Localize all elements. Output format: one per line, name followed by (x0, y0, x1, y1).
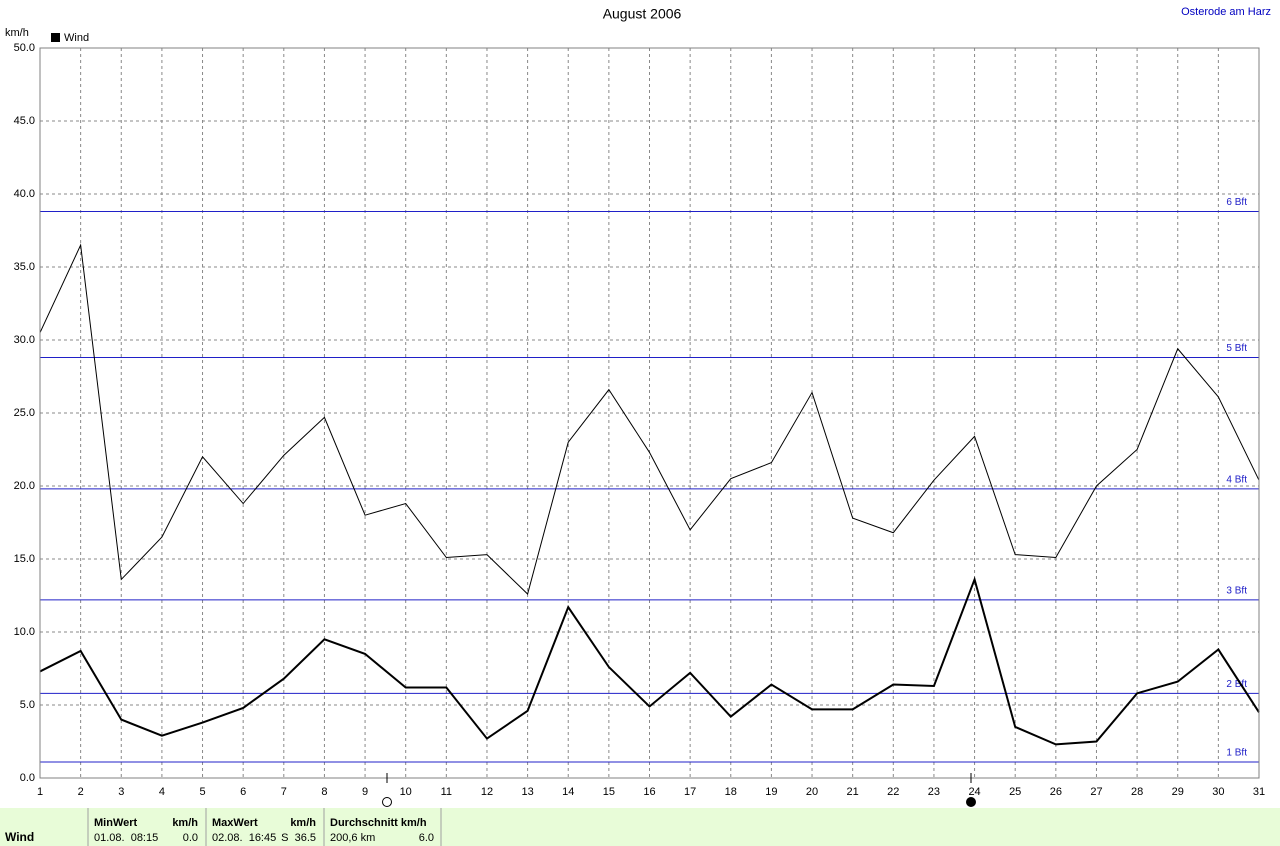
x-tick-label: 16 (643, 786, 655, 798)
stats-value: 6.0 (419, 832, 434, 844)
x-tick-label: 5 (199, 786, 205, 798)
x-tick-label: 13 (521, 786, 533, 798)
stats-header: Durchschnitt km/h (330, 817, 427, 829)
x-tick-label: 19 (765, 786, 777, 798)
reference-label: 2 Bft (1226, 679, 1247, 690)
x-tick-label: 14 (562, 786, 574, 798)
location: Osterode am Harz (1181, 6, 1271, 18)
y-tick-label: 40.0 (14, 188, 35, 200)
y-tick-label: 15.0 (14, 553, 35, 565)
x-tick-label: 9 (362, 786, 368, 798)
y-tick-label: 30.0 (14, 334, 35, 346)
stats-time: 02.08. 16:45 (212, 832, 276, 844)
y-tick-label: 45.0 (14, 115, 35, 127)
stats-value: S 36.5 (281, 832, 316, 844)
moon-icon (966, 797, 976, 807)
stats-unit: km/h (290, 817, 316, 829)
chart-title: August 2006 (603, 6, 682, 22)
x-tick-label: 2 (78, 786, 84, 798)
legend-swatch (51, 33, 60, 42)
stats-label: Wind (5, 830, 34, 844)
x-tick-label: 15 (603, 786, 615, 798)
x-tick-label: 6 (240, 786, 246, 798)
x-tick-label: 22 (887, 786, 899, 798)
x-tick-label: 7 (281, 786, 287, 798)
x-tick-label: 10 (400, 786, 412, 798)
x-tick-label: 18 (725, 786, 737, 798)
x-tick-label: 27 (1090, 786, 1102, 798)
y-tick-label: 35.0 (14, 261, 35, 273)
x-tick-label: 1 (37, 786, 43, 798)
y-tick-label: 5.0 (20, 699, 35, 711)
reference-label: 4 Bft (1226, 475, 1247, 486)
data-line (39, 576, 1260, 746)
legend-label: Wind (64, 32, 89, 44)
stats-value: 0.0 (183, 832, 198, 844)
x-tick-label: 17 (684, 786, 696, 798)
x-tick-label: 26 (1050, 786, 1062, 798)
stats-distance: 200,6 km (330, 832, 375, 844)
moon-icon (382, 797, 392, 807)
x-tick-label: 20 (806, 786, 818, 798)
stats-header: MinWert (94, 817, 138, 829)
reference-label: 5 Bft (1226, 343, 1247, 354)
plot: 0.0 5.0 10.0 15.0 20.0 25.0 30.0 35.0 40.0 45.0 50… (14, 42, 1266, 798)
y-tick-label: 50.0 (14, 42, 35, 54)
y-tick-label: 10.0 (14, 626, 35, 638)
data-line (39, 243, 1260, 595)
x-tick-label: 21 (847, 786, 859, 798)
x-tick-label: 23 (928, 786, 940, 798)
x-tick-label: 31 (1253, 786, 1265, 798)
x-tick-label: 30 (1212, 786, 1224, 798)
x-tick-label: 25 (1009, 786, 1021, 798)
stats-time: 01.08. 08:15 (94, 832, 158, 844)
x-tick-label: 28 (1131, 786, 1143, 798)
y-unit: km/h (5, 27, 29, 39)
y-tick-label: 20.0 (14, 480, 35, 492)
reference-label: 3 Bft (1226, 586, 1247, 597)
x-tick-label: 29 (1172, 786, 1184, 798)
x-tick-label: 24 (968, 786, 980, 798)
x-tick-label: 11 (441, 786, 452, 798)
reference-label: 6 Bft (1226, 197, 1247, 208)
stats-header: MaxWert (212, 817, 258, 829)
x-tick-label: 12 (481, 786, 493, 798)
y-tick-label: 0.0 (20, 772, 35, 784)
x-tick-label: 3 (118, 786, 124, 798)
y-tick-label: 25.0 (14, 407, 35, 419)
x-tick-label: 8 (321, 786, 327, 798)
plot-frame (39, 47, 1260, 779)
x-tick-label: 4 (159, 786, 165, 798)
stats-bar (0, 808, 1280, 846)
reference-label: 1 Bft (1226, 748, 1247, 759)
stats-unit: km/h (172, 817, 198, 829)
